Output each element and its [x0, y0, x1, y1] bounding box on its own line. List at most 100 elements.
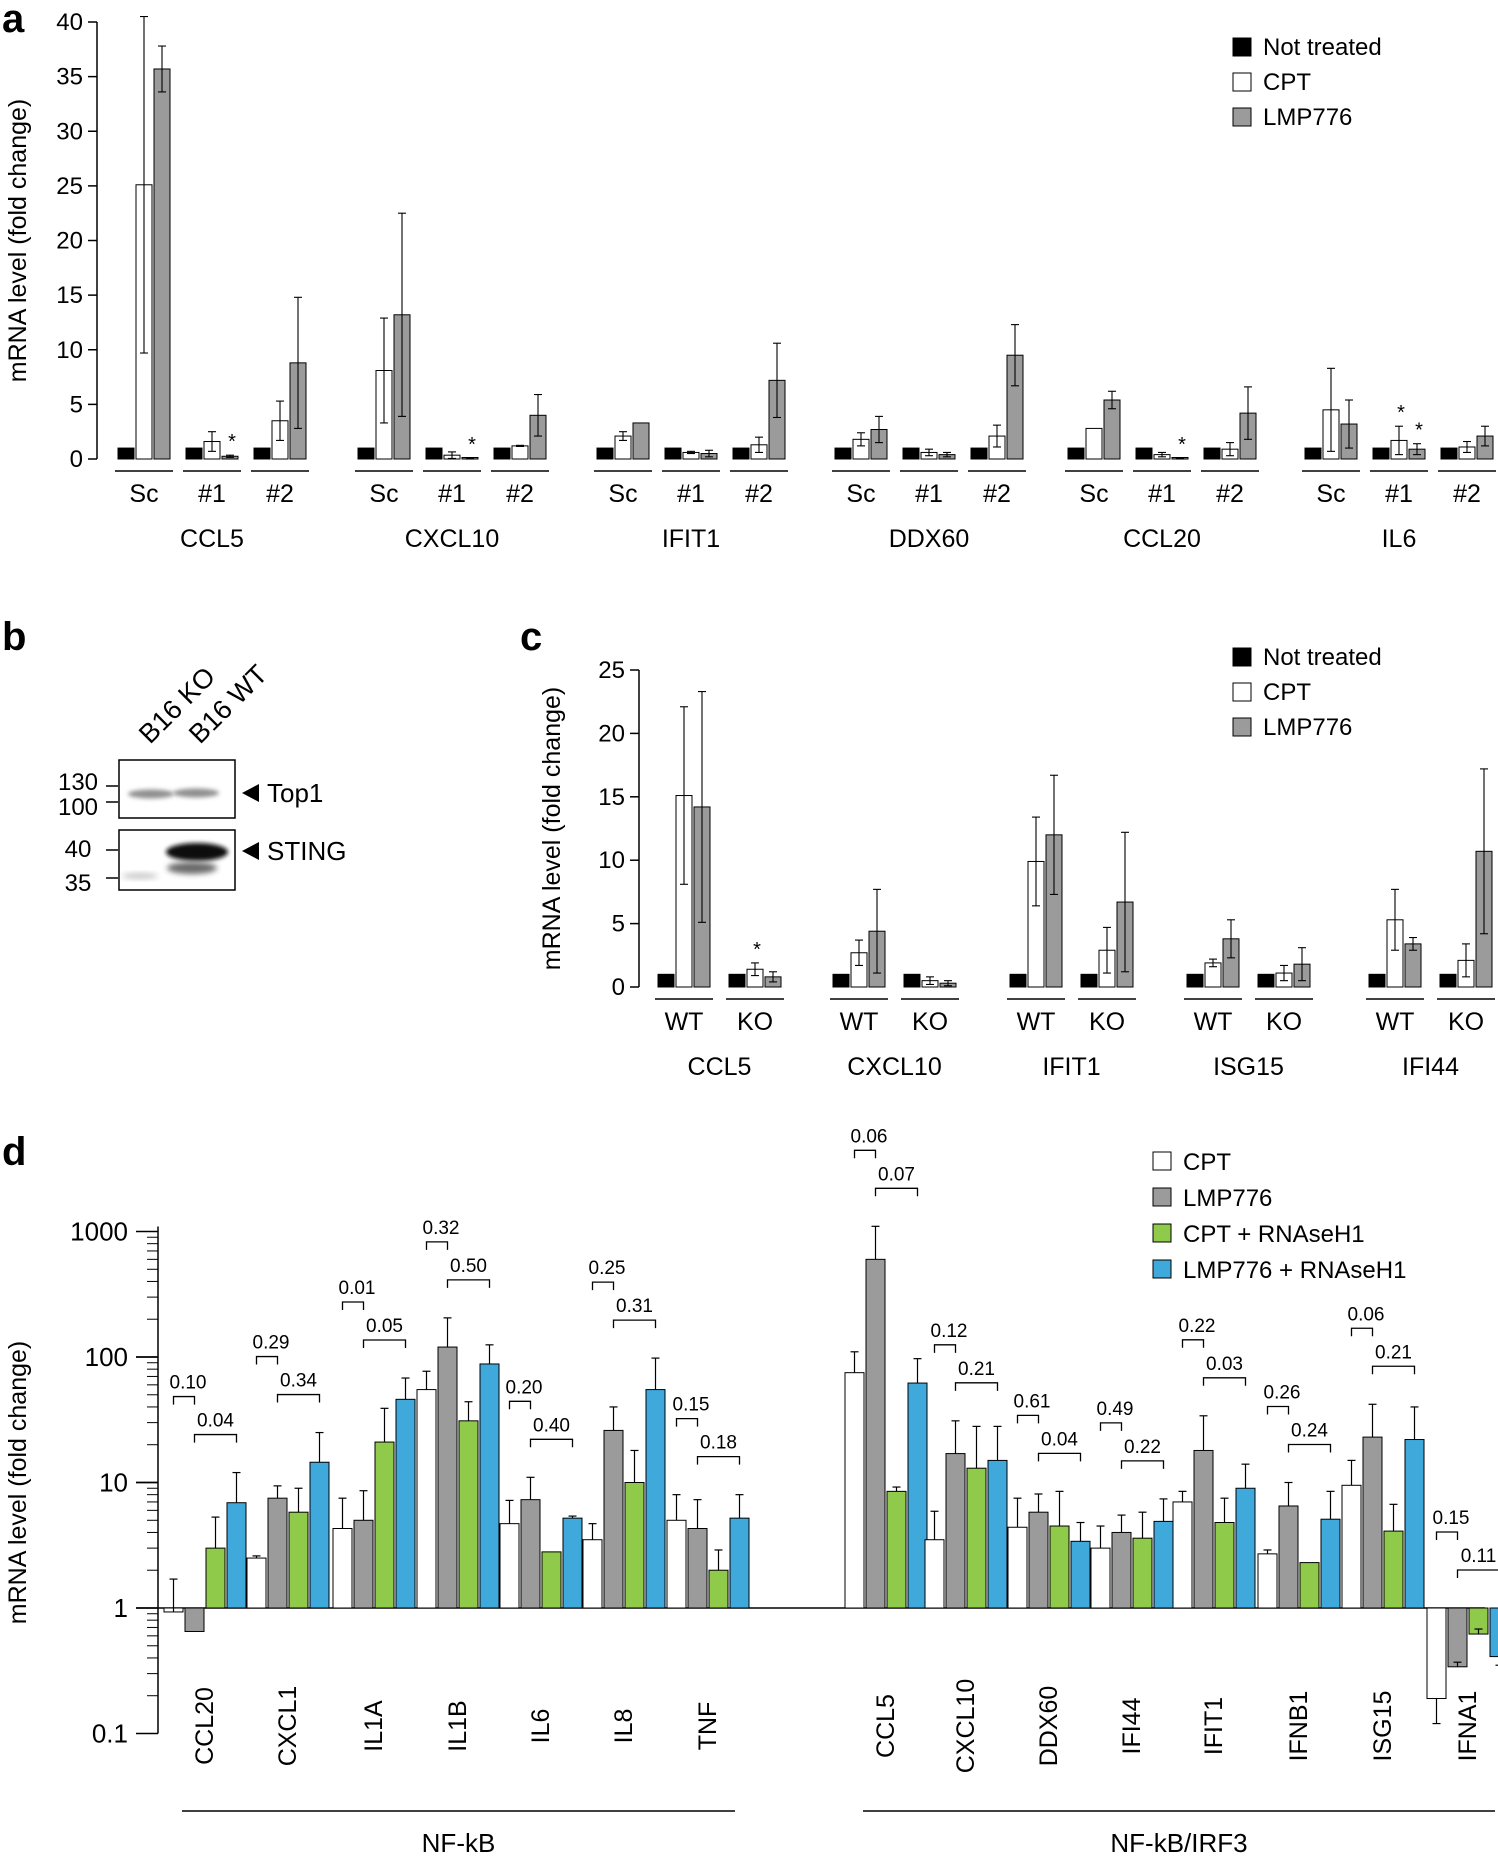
band-sting-wt-lower	[167, 862, 217, 874]
band-sting-ko-faint	[122, 873, 158, 879]
pvalue-label: 0.21	[958, 1359, 995, 1380]
pvalue-label: 0.18	[700, 1433, 737, 1454]
y-axis-label: mRNA level (fold change)	[4, 99, 32, 382]
bar	[1090, 1547, 1111, 1609]
bar	[1111, 1531, 1132, 1609]
category-label: CXCL1	[274, 1686, 302, 1767]
bar	[1362, 1436, 1383, 1609]
group-label: WT	[1194, 1008, 1233, 1036]
marker-label: 35	[65, 870, 92, 897]
gene-label: CCL20	[1123, 525, 1201, 553]
pvalue-bracket	[1099, 1422, 1123, 1431]
bar	[458, 1420, 479, 1609]
bar	[970, 447, 988, 460]
bar	[357, 447, 375, 460]
pvalue-label: 0.05	[366, 1316, 403, 1337]
group-label: Sc	[369, 480, 398, 508]
bar	[1447, 1607, 1468, 1668]
pvalue-bracket	[1202, 1377, 1247, 1386]
panel-label-c: c	[520, 615, 542, 659]
y-tick-label: 15	[598, 784, 625, 811]
bar	[1132, 1537, 1153, 1609]
bar	[309, 1461, 330, 1609]
category-label: CCL5	[872, 1694, 900, 1758]
group-label: KO	[737, 1008, 773, 1036]
y-tick-label: 5	[70, 391, 83, 418]
marker-label: 40	[65, 836, 92, 863]
category-label: IFIT1	[1200, 1697, 1228, 1755]
bar	[1085, 427, 1103, 460]
bar	[1489, 1607, 1498, 1658]
bar	[1214, 1522, 1235, 1609]
category-label: IFI44	[1118, 1697, 1146, 1754]
pvalue-bracket	[1016, 1414, 1040, 1424]
bar	[117, 447, 135, 460]
y-tick-label: 20	[56, 228, 83, 255]
pvalue-bracket	[341, 1301, 365, 1311]
band-label-sting: STING	[267, 836, 346, 866]
pvalue-label: 0.06	[1348, 1304, 1385, 1325]
pvalue-label: 0.07	[878, 1164, 915, 1185]
legend-swatch	[1152, 1187, 1172, 1207]
legend-label: LMP776 + RNAseH1	[1183, 1257, 1406, 1284]
group-label: #1	[677, 480, 705, 508]
bar	[1299, 1562, 1320, 1609]
bar	[687, 1527, 708, 1609]
group-label: #1	[915, 480, 943, 508]
y-tick-label: 10	[56, 337, 83, 364]
pvalue-bracket	[446, 1279, 491, 1288]
bar	[1257, 1553, 1278, 1609]
group-label: #2	[983, 480, 1011, 508]
marker-label: 100	[58, 794, 98, 821]
pvalue-bracket	[529, 1438, 574, 1448]
pvalue-bracket	[696, 1456, 741, 1465]
pvalue-label: 0.11	[1461, 1546, 1497, 1567]
group-label: #1	[438, 480, 466, 508]
western-blot: B16 KO B16 WT 130 100 40 35 Top1 STING	[58, 659, 346, 897]
pvalue-bracket	[1435, 1531, 1459, 1540]
category-label: IL6	[527, 1709, 555, 1744]
bar	[267, 1497, 288, 1609]
bar	[865, 1258, 886, 1609]
gene-label: CCL5	[180, 525, 244, 553]
band-top1-ko	[128, 789, 174, 799]
bar	[416, 1389, 437, 1609]
bar	[987, 1459, 1008, 1609]
group-label: #2	[266, 480, 294, 508]
y-tick-label: 20	[598, 720, 625, 747]
legend-swatch	[1232, 717, 1252, 737]
group-label: NF-kB/IRF3	[1110, 1828, 1247, 1858]
significance-star: *	[1397, 402, 1405, 424]
bar	[1080, 973, 1098, 988]
group-label: WT	[1017, 1008, 1056, 1036]
bar	[1404, 1439, 1425, 1609]
pvalue-label: 0.34	[280, 1371, 317, 1392]
pvalue-bracket	[1181, 1339, 1205, 1348]
bar	[1049, 1525, 1070, 1609]
bar	[541, 1551, 562, 1609]
bar	[288, 1511, 309, 1609]
bar	[907, 1382, 928, 1609]
bar	[945, 1453, 966, 1609]
arrowhead-icon	[242, 842, 259, 860]
pvalue-label: 0.49	[1097, 1399, 1134, 1420]
bar	[153, 68, 171, 460]
pvalue-label: 0.03	[1206, 1354, 1243, 1375]
pvalue-bracket	[933, 1344, 957, 1353]
y-tick-label: 10	[99, 1468, 128, 1498]
gene-label: IFI44	[1402, 1053, 1459, 1081]
bar	[732, 447, 750, 460]
group-label: KO	[1089, 1008, 1125, 1036]
pvalue-bracket	[425, 1241, 449, 1250]
pvalue-bracket	[1037, 1452, 1082, 1462]
bar	[1383, 1530, 1404, 1609]
category-label: CCL20	[191, 1687, 219, 1765]
pvalue-bracket	[276, 1393, 321, 1403]
bar	[353, 1519, 374, 1609]
category-label: ISG15	[1369, 1691, 1397, 1762]
bar	[520, 1499, 541, 1609]
bar	[1172, 1501, 1193, 1609]
bar	[834, 447, 852, 460]
bar	[1372, 447, 1390, 460]
